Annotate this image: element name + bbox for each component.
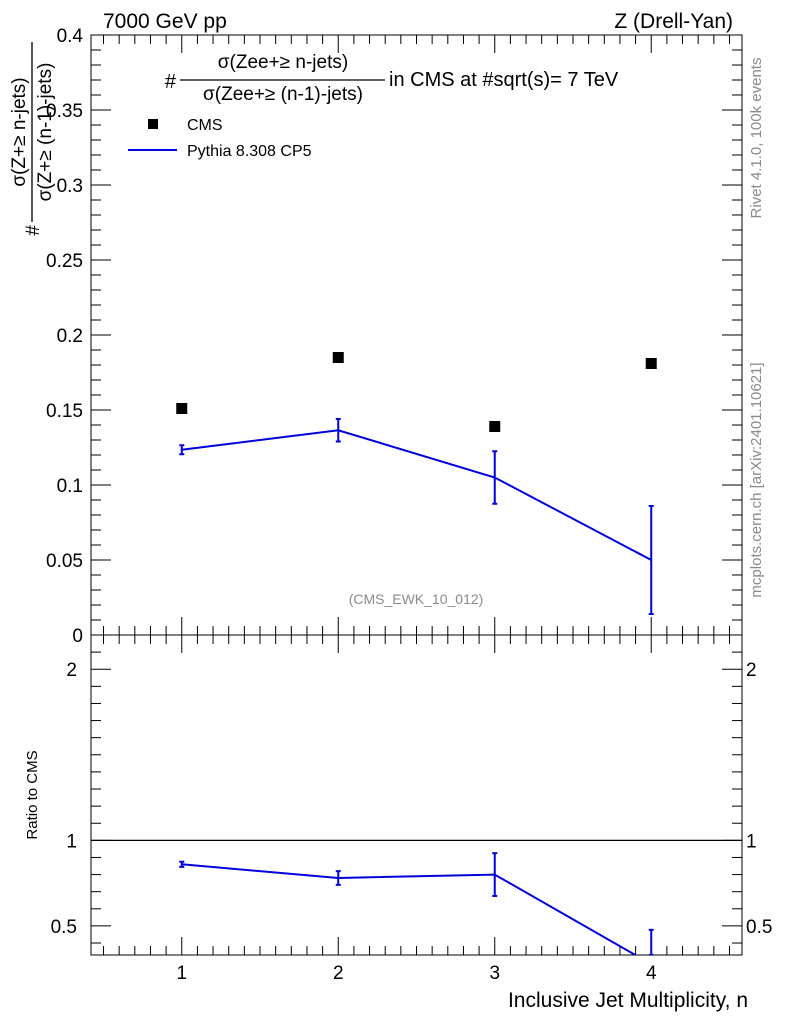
main-axes: 0 0.05 0.1 0.15 0.2 0.25 0.3 0.35 0.4: [46, 26, 742, 647]
ratio-y-tick-label: 0.5: [51, 917, 77, 938]
x-axis-title: Inclusive Jet Multiplicity, n: [508, 989, 748, 1012]
pythia-line: [181, 429, 652, 561]
y-tick-label: 0.2: [57, 326, 83, 347]
title-suffix: in CMS at #sqrt(s)= 7 TeV: [389, 69, 619, 91]
energy-label: 7000 GeV pp: [103, 10, 227, 33]
plot-title: # σ(Zee+≥ n-jets) σ(Zee+≥ (n-1)-jets) in…: [165, 52, 619, 105]
y-axis-title: σ(Z+≥ n-jets) σ(Z+≥ (n-1)-jets) #: [9, 42, 56, 236]
legend-pythia-label: Pythia 8.308 CP5: [187, 143, 312, 160]
ratio-y-tick-label-right: 0.5: [746, 917, 772, 938]
ratio-y-tick-label: 2: [66, 660, 77, 681]
ratio-y-tick-label: 1: [66, 831, 77, 852]
ratio-y-axis-title: Ratio to CMS: [24, 750, 41, 839]
cms-data-point: [645, 358, 657, 369]
ratio-panel-frame: [90, 634, 743, 956]
analysis-watermark: (CMS_EWK_10_012): [349, 591, 484, 607]
x-tick-label: 1: [176, 963, 187, 984]
y-tick-label: 0.25: [46, 251, 83, 272]
y-tick-label: 0.1: [57, 476, 83, 497]
ratio-axes: 1 2 3 4 0.5 0.5 1 1 2 2: [51, 634, 772, 984]
y-tick-label: 0.4: [57, 26, 84, 47]
y-title-numerator: σ(Z+≥ n-jets): [9, 77, 30, 186]
y-tick-label: 0.35: [46, 101, 83, 122]
rivet-info-label: Rivet 4.1.0, 100k events: [748, 58, 765, 219]
ratio-pythia-line: [181, 863, 638, 955]
title-denominator: σ(Zee+≥ (n-1)-jets): [203, 84, 363, 105]
x-tick-label: 2: [333, 963, 344, 984]
y-title-prefix: #: [23, 225, 44, 236]
ratio-y-tick-label-right: 2: [746, 660, 757, 681]
ratio-data: [91, 839, 742, 955]
y-tick-label: 0: [72, 626, 83, 647]
x-tick-label: 3: [489, 963, 500, 984]
cms-data-point: [332, 352, 344, 363]
legend: CMS Pythia 8.308 CP5: [128, 117, 312, 160]
y-title-denominator: σ(Z+≥ (n-1)-jets): [35, 63, 56, 202]
legend-cms-marker: [148, 119, 158, 129]
mcplots-label: mcplots.cern.ch [arXiv:2401.10621]: [748, 362, 765, 597]
y-tick-label: 0.15: [46, 401, 83, 422]
title-numerator: σ(Zee+≥ n-jets): [218, 52, 348, 73]
main-data: [176, 352, 657, 615]
y-tick-label: 0.3: [57, 176, 83, 197]
process-label: Z (Drell-Yan): [614, 10, 733, 33]
cms-data-point: [176, 403, 188, 414]
y-tick-label: 0.05: [46, 551, 83, 572]
cms-data-point: [489, 421, 501, 432]
legend-cms-label: CMS: [187, 117, 223, 134]
title-prefix: #: [165, 71, 177, 93]
ratio-y-tick-label-right: 1: [746, 831, 757, 852]
x-tick-label: 4: [646, 963, 657, 984]
